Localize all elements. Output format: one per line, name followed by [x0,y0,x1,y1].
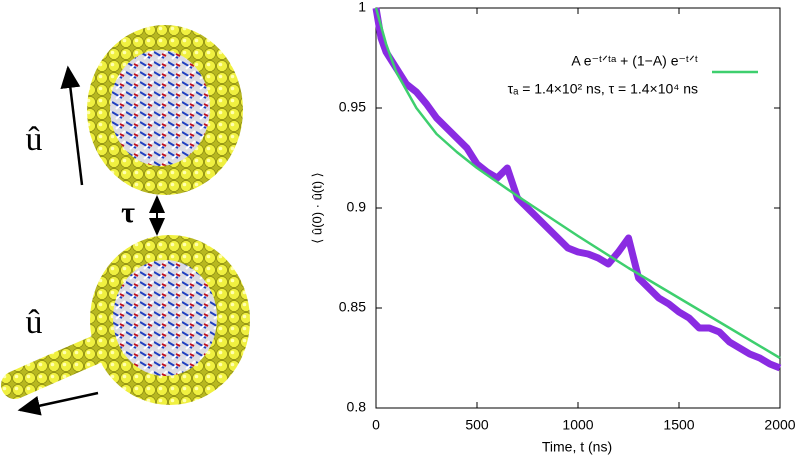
illustration: û τ û [1,25,250,416]
series-line [372,7,782,372]
y-tick-label: 0.95 [339,99,366,115]
tau-label: τ [121,196,135,229]
x-tick-label: 500 [465,417,489,433]
vector-label: û [26,304,43,341]
x-tick-label: 0 [372,417,380,433]
x-tick-label: 1000 [562,417,593,433]
y-axis-label: ⟨ û(0) · û(t) ⟩ [309,172,324,244]
y-tick-label: 1 [358,0,366,15]
arrow [17,391,99,416]
x-axis-label: Time, t (ns) [542,439,612,455]
y-tick-label: 0.8 [347,399,367,415]
x-tick-label: 2000 [764,417,795,433]
core-top [110,50,210,166]
y-tick-label: 0.9 [347,199,367,215]
legend-label: A e⁻ᵗᐟᵗᵃ + (1−A) e⁻ᵗᐟᵗ [571,53,698,69]
vector-label: û [26,121,43,158]
series-line [374,7,781,360]
y-tick-label: 0.85 [339,299,366,315]
annotation: τₐ = 1.4×10² ns, τ = 1.4×10⁴ ns [508,81,698,97]
arrow [60,65,84,186]
x-tick-label: 1500 [663,417,694,433]
dna-tail [1,336,109,399]
core-bottom [113,260,217,376]
